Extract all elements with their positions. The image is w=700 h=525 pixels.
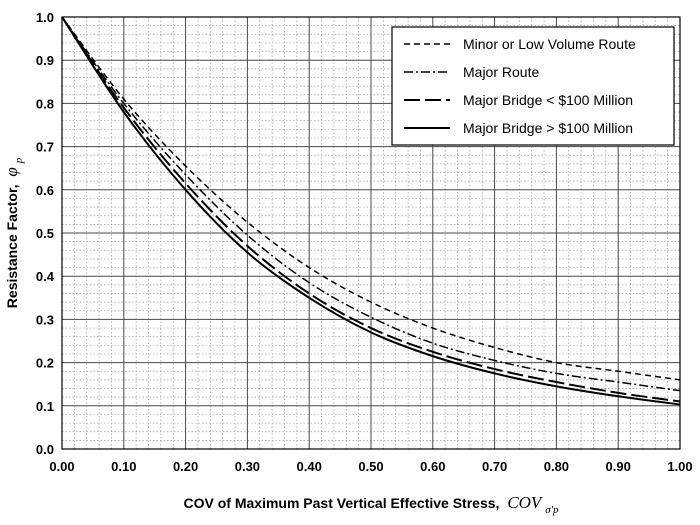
- y-tick-label: 1.0: [36, 10, 54, 25]
- series-line-4: [61, 16, 681, 406]
- legend-label-1: Minor or Low Volume Route: [463, 36, 636, 52]
- y-axis-symbol: φ: [2, 167, 21, 176]
- series-line-2: [61, 16, 681, 392]
- x-tick-label: 0.20: [173, 459, 198, 474]
- y-axis-label: Resistance Factor,: [4, 184, 20, 308]
- legend-label-2: Major Route: [463, 64, 539, 80]
- plot-frame: [61, 16, 681, 450]
- y-tick-label: 0.1: [36, 399, 54, 414]
- y-tick-label: 0.4: [36, 269, 55, 284]
- legend: Minor or Low Volume Route Major Route Majo…: [391, 26, 675, 146]
- legend-label-3: Major Bridge < $100 Million: [463, 92, 633, 108]
- x-tick-label: 0.60: [420, 459, 445, 474]
- x-tick-label: 0.10: [111, 459, 136, 474]
- x-tick-label: 0.30: [235, 459, 260, 474]
- y-tick-label: 0.5: [36, 226, 54, 241]
- y-tick-label: 0.2: [36, 356, 54, 371]
- x-axis-label: COV of Maximum Past Vertical Effective S…: [184, 495, 500, 511]
- x-tick-labels: 0.00 0.10 0.20 0.30 0.40 0.50 0.60 0.70 0.80 0.90…: [49, 459, 692, 474]
- legend-box: [391, 26, 675, 146]
- x-tick-label: 0.90: [606, 459, 631, 474]
- y-axis-title: Resistance Factor, φ p: [2, 157, 25, 308]
- series-layer: [61, 16, 681, 406]
- y-tick-labels: 0.0 0.1 0.2 0.3 0.4 0.5 0.6 0.7 0.8 0.9 1.0: [36, 10, 55, 457]
- y-axis-subscript: p: [13, 157, 25, 164]
- x-tick-label: 0.70: [482, 459, 507, 474]
- series-line-3: [61, 16, 681, 403]
- x-tick-label: 0.40: [297, 459, 322, 474]
- x-tick-label: 0.50: [358, 459, 383, 474]
- y-tick-label: 0.6: [36, 183, 54, 198]
- y-tick-label: 0.9: [36, 53, 54, 68]
- x-tick-label: 1.00: [667, 459, 692, 474]
- x-tick-label: 0.00: [49, 459, 74, 474]
- legend-label-4: Major Bridge > $100 Million: [463, 120, 633, 136]
- series-line-1: [61, 16, 681, 381]
- x-tick-label: 0.80: [544, 459, 569, 474]
- y-tick-label: 0.7: [36, 140, 54, 155]
- x-axis-title: COV of Maximum Past Vertical Effective S…: [184, 493, 559, 516]
- x-axis-subscript: σ'p: [545, 504, 559, 516]
- y-tick-label: 0.3: [36, 312, 54, 327]
- x-axis-symbol: COV: [507, 493, 544, 512]
- y-tick-label: 0.8: [36, 96, 54, 111]
- y-tick-label: 0.0: [36, 442, 54, 457]
